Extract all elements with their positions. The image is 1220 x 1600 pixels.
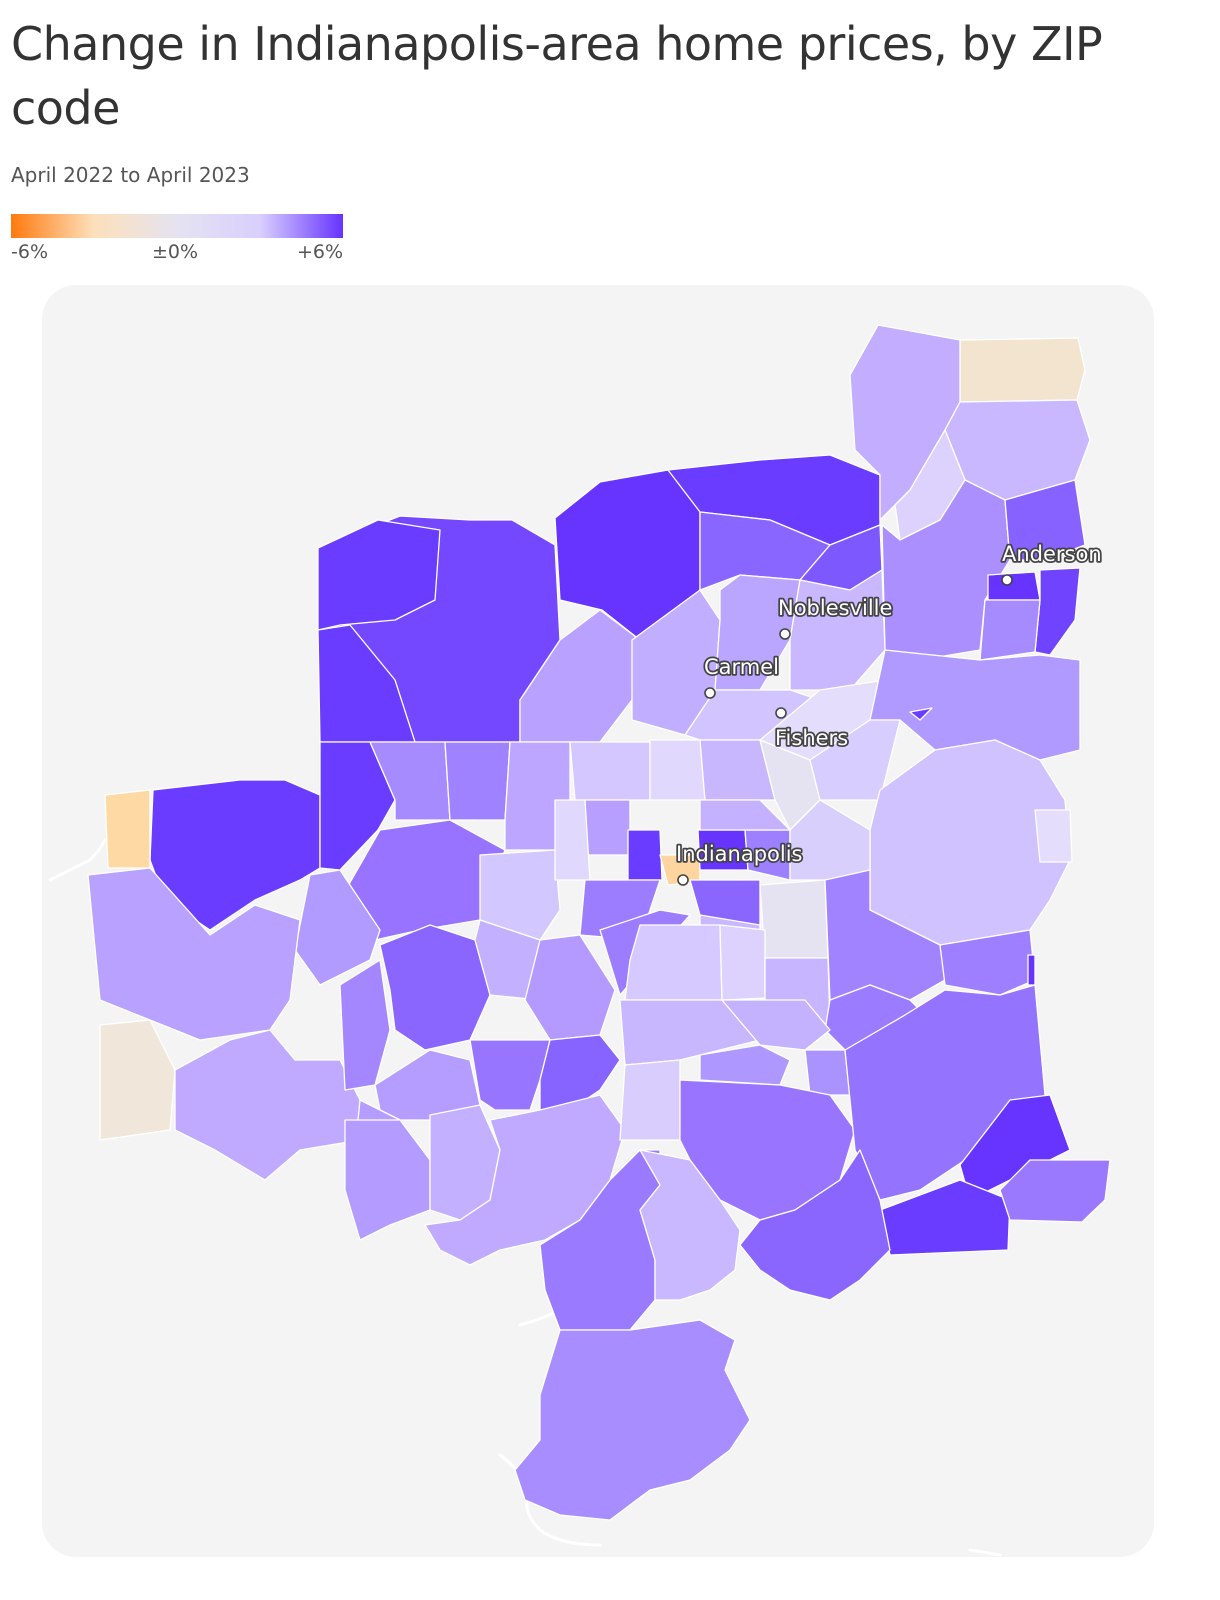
- zip-region: [569, 741, 651, 801]
- city-dot: [704, 687, 716, 699]
- city-noblesville: Noblesville: [776, 594, 894, 640]
- zip-region: [1027, 954, 1036, 986]
- legend-labels: -6% ±0% +6%: [11, 241, 343, 265]
- zip-region: [627, 829, 663, 881]
- city-label: Carmel: [704, 655, 779, 679]
- city-label: Noblesville: [778, 596, 892, 620]
- zip-region: [379, 924, 491, 1051]
- zip-region: [99, 1019, 176, 1141]
- legend-mid-label: ±0%: [152, 241, 199, 263]
- city-dot: [677, 874, 689, 886]
- zip-region: [514, 1319, 751, 1521]
- zip-region: [639, 1149, 741, 1301]
- city-indianapolis: Indianapolis: [674, 840, 804, 886]
- page-title: Change in Indianapolis-area home prices,…: [11, 17, 1103, 135]
- zip-region: [479, 849, 561, 941]
- zip-region: [909, 707, 933, 721]
- zip-region: [317, 624, 416, 743]
- city-label: Indianapolis: [676, 842, 803, 866]
- city-dot: [1001, 574, 1013, 586]
- zip-region: [584, 799, 631, 856]
- zip-region: [344, 1119, 431, 1241]
- zip-region: [624, 924, 723, 1001]
- zip-region: [939, 929, 1036, 996]
- zip-region: [959, 337, 1086, 403]
- zip-region: [789, 569, 886, 691]
- city-anderson: Anderson: [1000, 540, 1103, 586]
- zip-region: [649, 739, 706, 801]
- zip-region: [554, 799, 591, 881]
- zip-region: [689, 879, 761, 926]
- zip-region: [714, 574, 801, 691]
- zip-region: [87, 867, 301, 1041]
- city-carmel: Carmel: [702, 653, 781, 699]
- zip-region: [759, 879, 829, 959]
- zip-region: [104, 789, 151, 869]
- city-dot: [779, 628, 791, 640]
- zip-region: [619, 1059, 681, 1141]
- zip-region: [721, 999, 831, 1051]
- city-dot: [775, 707, 787, 719]
- legend-min-label: -6%: [11, 241, 48, 263]
- zip-region: [979, 599, 1041, 661]
- legend-gradient-bar: [11, 214, 343, 238]
- zip-regions: [87, 324, 1111, 1521]
- zip-region: [804, 1049, 851, 1096]
- zip-region: [1034, 809, 1073, 863]
- zip-region: [699, 1044, 791, 1086]
- city-label: Fishers: [775, 726, 848, 750]
- zip-region: [809, 719, 901, 801]
- zip-region: [789, 799, 871, 881]
- zip-region: [1004, 479, 1086, 561]
- legend-max-label: +6%: [296, 241, 343, 263]
- zip-region: [469, 1039, 551, 1111]
- zip-region: [369, 741, 451, 821]
- zip-region: [339, 959, 391, 1091]
- zip-region: [987, 571, 1041, 601]
- city-fishers: Fishers: [773, 707, 850, 752]
- city-label: Anderson: [1002, 542, 1102, 566]
- zip-region: [719, 924, 766, 1001]
- zip-region: [444, 741, 511, 821]
- city-markers: Anderson Noblesville Carmel Fishers Indi…: [674, 540, 1103, 886]
- zip-region: [504, 741, 571, 851]
- zip-region: [999, 1159, 1111, 1223]
- page-subtitle: April 2022 to April 2023: [11, 163, 250, 187]
- zip-region: [739, 1149, 891, 1301]
- color-legend: -6% ±0% +6%: [11, 214, 343, 265]
